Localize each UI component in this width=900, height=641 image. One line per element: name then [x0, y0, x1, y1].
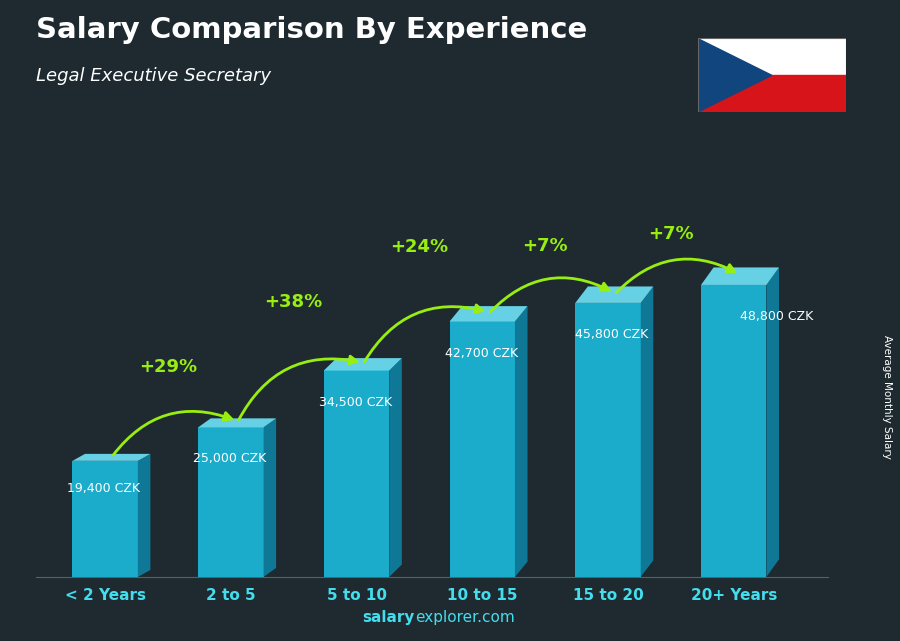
Text: Average Monthly Salary: Average Monthly Salary [881, 335, 892, 460]
Bar [698, 38, 846, 76]
Text: salary: salary [363, 610, 415, 625]
Text: explorer.com: explorer.com [415, 610, 515, 625]
Polygon shape [701, 267, 779, 285]
Polygon shape [701, 285, 767, 577]
Polygon shape [515, 306, 527, 577]
Text: 19,400 CZK: 19,400 CZK [68, 483, 140, 495]
Polygon shape [264, 419, 276, 577]
Text: Legal Executive Secretary: Legal Executive Secretary [36, 67, 271, 85]
Polygon shape [73, 461, 138, 577]
Polygon shape [575, 303, 641, 577]
Polygon shape [73, 454, 150, 461]
Text: +38%: +38% [265, 293, 323, 311]
Text: 34,500 CZK: 34,500 CZK [319, 395, 392, 408]
Polygon shape [575, 287, 653, 303]
Polygon shape [641, 287, 653, 577]
Text: Salary Comparison By Experience: Salary Comparison By Experience [36, 16, 587, 44]
Polygon shape [198, 419, 276, 428]
Polygon shape [138, 454, 150, 577]
Text: 48,800 CZK: 48,800 CZK [740, 310, 814, 323]
Bar [698, 76, 846, 112]
Text: +7%: +7% [522, 237, 568, 255]
Text: 25,000 CZK: 25,000 CZK [194, 453, 266, 465]
Polygon shape [698, 38, 772, 112]
Text: +24%: +24% [391, 238, 448, 256]
Polygon shape [767, 267, 779, 577]
Polygon shape [390, 358, 401, 577]
Polygon shape [450, 321, 515, 577]
Polygon shape [450, 306, 527, 321]
Text: +7%: +7% [648, 225, 694, 243]
Text: 45,800 CZK: 45,800 CZK [575, 328, 649, 341]
Polygon shape [324, 370, 390, 577]
Text: 42,700 CZK: 42,700 CZK [445, 347, 518, 360]
Text: +29%: +29% [139, 358, 197, 376]
Polygon shape [324, 358, 401, 370]
Polygon shape [198, 428, 264, 577]
